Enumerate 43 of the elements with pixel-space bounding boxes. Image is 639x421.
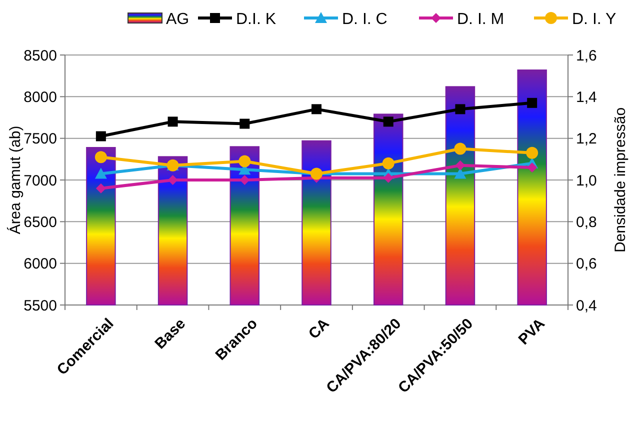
y-axis-title: Área gamut (ab): [6, 126, 24, 234]
point: [527, 98, 538, 108]
y-tick-label: 6000: [24, 256, 57, 273]
legend-label: D.I. K: [236, 11, 276, 28]
x-tick-label: CA: [305, 315, 333, 343]
legend-label: D. I. C: [342, 11, 388, 28]
point: [96, 131, 106, 142]
y2-tick-label: 0,8: [576, 214, 597, 231]
point: [94, 151, 107, 164]
x-tick-label: PVA: [515, 315, 548, 348]
y2-tick-label: 1,2: [576, 130, 597, 148]
point: [94, 168, 107, 179]
point: [168, 116, 178, 127]
point: [455, 104, 466, 114]
y-tick-label: 7500: [24, 130, 57, 148]
y2-tick-label: 1,6: [576, 47, 597, 64]
y-tick-label: 5500: [24, 297, 57, 314]
y2-tick-label: 0,6: [576, 256, 597, 273]
point: [312, 104, 322, 114]
y2-tick-label: 0,4: [576, 297, 597, 314]
y-tick-label: 8500: [24, 47, 57, 64]
legend-label: D. I. Y: [572, 11, 616, 28]
legend-label: AG: [166, 11, 190, 28]
y-tick-label: 8000: [24, 88, 57, 106]
point: [527, 162, 538, 172]
point: [168, 175, 178, 185]
y2-axis-title: Densidade impressão: [612, 107, 629, 253]
point: [454, 142, 466, 155]
point: [382, 157, 394, 170]
point: [240, 175, 250, 185]
y2-tick-label: 1,4: [576, 88, 597, 106]
y-tick-label: 6500: [24, 214, 57, 231]
point: [455, 160, 466, 170]
point: [526, 146, 538, 159]
point: [240, 118, 250, 129]
point: [454, 168, 466, 179]
point: [383, 172, 394, 183]
legend-label: D. I. M: [457, 11, 504, 28]
point: [96, 183, 106, 194]
y2-tick-label: 1,0: [576, 172, 597, 190]
point: [238, 155, 251, 168]
y-tick-label: 7000: [24, 172, 57, 190]
point: [383, 116, 394, 127]
